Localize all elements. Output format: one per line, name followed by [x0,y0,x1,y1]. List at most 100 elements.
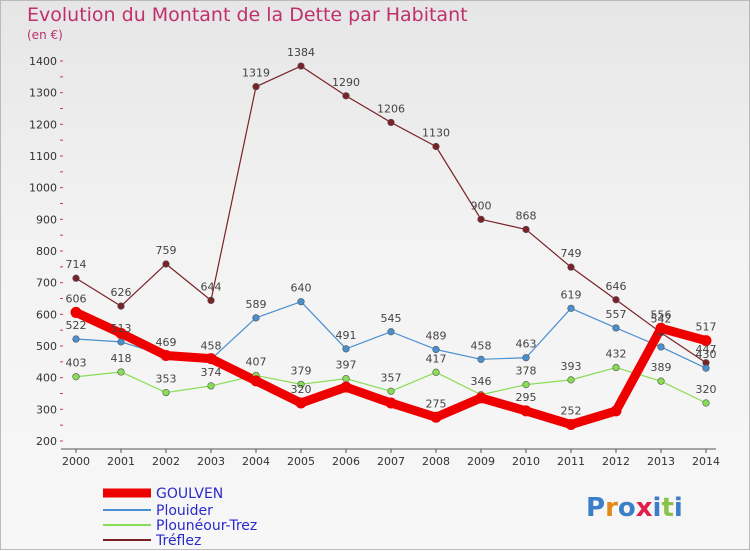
data-point-plouider [117,338,125,346]
x-tick-label: 2012 [602,455,630,468]
data-label-plouider: 491 [336,329,357,342]
data-point-tr-flez [207,296,215,305]
y-tick-label: 1400 [29,55,57,68]
data-point-goulven [340,381,352,393]
brand-letter: o [618,493,636,523]
data-label-plouider: 640 [291,282,312,295]
data-label-tr-flez: 900 [471,199,492,212]
data-label-plouider: 463 [516,338,537,351]
y-tick-label: 1000 [29,182,57,195]
data-label-plouider: 619 [561,288,582,301]
data-point-ploun-our-trez [702,399,710,407]
brand-letter: x [636,493,653,523]
data-label-tr-flez: 1384 [287,46,315,59]
data-point-tr-flez [117,302,125,310]
data-label-ploun-our-trez: 393 [561,360,582,373]
data-label-goulven: 606 [66,292,87,305]
data-label-ploun-our-trez: 397 [336,359,357,372]
data-point-plouider [387,328,395,336]
data-point-tr-flez [342,92,350,100]
x-tick-label: 2003 [197,455,225,468]
x-tick-label: 2010 [512,455,540,468]
x-tick-label: 2007 [377,455,405,468]
data-point-plouider [477,355,485,363]
brand-text: Proxiti [586,493,683,523]
data-point-plouider [567,304,575,312]
data-label-ploun-our-trez: 357 [381,371,402,384]
data-point-goulven [655,322,667,334]
data-label-tr-flez: 646 [606,280,627,293]
data-label-ploun-our-trez: 432 [606,348,627,361]
data-point-ploun-our-trez [567,376,575,384]
data-point-goulven [565,419,577,431]
data-label-tr-flez: 542 [651,313,672,326]
x-tick-label: 2000 [62,455,90,468]
data-point-tr-flez [522,225,530,234]
data-label-tr-flez: 1319 [242,67,270,80]
data-point-ploun-our-trez [522,381,530,389]
brand-letter: i [653,493,662,523]
y-tick-label: 1300 [29,87,57,100]
data-point-goulven [475,392,487,404]
data-point-goulven [115,327,127,339]
data-point-goulven [70,306,82,318]
data-label-tr-flez: 759 [156,244,177,257]
data-label-ploun-our-trez: 374 [201,366,222,379]
data-point-plouider [657,343,665,351]
legend-label-tr-flez: Tréflez [155,533,201,549]
data-point-plouider [612,324,620,332]
data-label-plouider: 458 [471,339,492,352]
data-label-goulven: 275 [426,397,447,410]
y-tick-label: 400 [36,372,57,385]
data-label-plouider: 522 [66,319,87,332]
data-labels: 606 320 275 295 252 556 517 522 513 469 458 589 640 4… [66,46,717,417]
data-point-tr-flez [612,296,620,304]
axes: 200 300 400 500 600 700 800 900 1000 1100 1200 1300… [29,55,720,468]
data-label-tr-flez: 868 [516,209,537,222]
brand-letter: r [605,493,618,523]
data-point-goulven [520,405,532,417]
data-label-ploun-our-trez: 407 [246,355,267,368]
data-label-goulven: 517 [696,321,717,334]
data-point-ploun-our-trez [207,382,215,390]
data-point-goulven [430,411,442,423]
data-point-ploun-our-trez [342,375,350,383]
x-tick-label: 2014 [692,455,720,468]
y-tick-label: 700 [36,277,57,290]
data-label-ploun-our-trez: 403 [66,357,87,370]
y-tick-label: 300 [36,403,57,416]
data-label-tr-flez: 749 [561,247,582,260]
x-tick-label: 2002 [152,455,180,468]
data-label-ploun-our-trez: 417 [426,352,447,365]
data-point-goulven [160,350,172,361]
series-points [70,62,712,431]
data-point-ploun-our-trez [117,368,125,376]
data-point-tr-flez [162,260,170,268]
data-label-tr-flez: 714 [66,258,87,271]
data-label-ploun-our-trez: 379 [291,364,312,377]
brand-letter: t [661,493,673,523]
data-point-tr-flez [567,263,575,271]
legend-label-ploun-our-trez: Plounéour-Trez [156,518,257,534]
data-label-tr-flez: 1206 [377,102,405,115]
x-tick-label: 2001 [107,455,135,468]
data-point-plouider [522,354,530,362]
data-point-goulven [700,335,712,347]
x-tick-label: 2011 [557,455,585,468]
data-label-plouider: 589 [246,298,267,311]
data-label-ploun-our-trez: 320 [696,383,717,396]
x-tick-label: 2005 [287,455,315,468]
data-label-plouider: 557 [606,308,627,321]
legend-label-plouider: Plouider [156,503,213,519]
legend-label-goulven: GOULVEN [156,486,223,502]
data-label-plouider: 458 [201,339,222,352]
y-tick-label: 1200 [29,118,57,131]
data-point-tr-flez [297,62,305,70]
data-label-ploun-our-trez: 353 [156,373,177,386]
y-tick-label: 200 [36,435,57,448]
data-label-tr-flez: 447 [696,343,717,356]
data-label-goulven: 320 [291,383,312,396]
data-point-plouider [252,314,260,322]
data-label-ploun-our-trez: 346 [471,375,492,388]
